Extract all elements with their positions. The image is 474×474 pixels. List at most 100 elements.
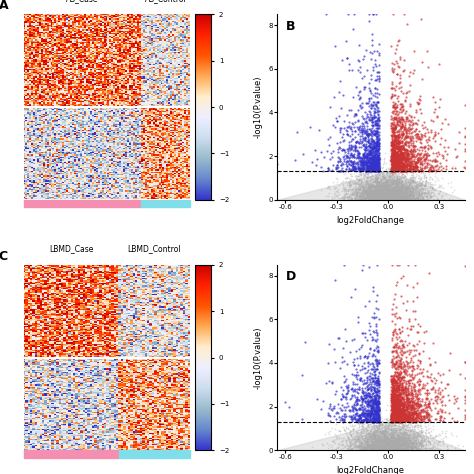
Point [360,192,367,200]
Point [354,146,361,154]
Point [391,404,398,411]
Point [364,145,372,153]
Point [367,181,375,189]
Point [355,195,362,203]
Point [358,432,365,439]
Point [369,196,376,203]
Point [363,192,370,200]
Point [415,193,422,201]
Point [354,187,362,195]
Point [396,195,403,203]
Point [363,393,370,401]
Point [392,416,400,423]
Point [397,191,404,198]
Point [346,438,354,446]
Point [393,177,401,185]
Point [382,185,390,192]
Point [374,444,382,451]
Point [377,435,385,442]
Point [392,439,400,447]
Point [394,194,401,201]
Point [380,191,388,199]
Point [374,138,381,146]
Point [356,102,364,110]
Point [400,425,407,432]
Point [431,99,439,106]
Point [399,372,407,380]
Point [413,194,421,202]
Point [423,192,431,200]
Point [428,436,436,443]
Point [412,400,419,407]
Point [386,174,393,182]
Point [363,391,370,399]
Point [395,401,403,409]
Point [393,435,401,442]
Point [401,189,408,197]
Point [400,192,408,200]
Point [392,161,399,169]
Point [410,128,418,135]
Point [395,443,403,450]
Point [407,429,414,437]
Point [378,438,385,445]
Point [365,192,373,200]
Point [409,409,417,417]
Point [373,164,381,172]
Point [399,438,407,446]
Point [351,164,358,171]
Point [389,181,396,188]
Point [372,191,380,199]
Point [374,188,382,195]
Point [399,188,406,196]
Point [366,147,374,155]
Point [401,166,408,173]
Point [360,151,368,159]
Point [396,179,404,187]
Point [372,445,379,453]
Point [387,421,394,428]
Point [334,404,342,411]
Point [405,411,413,419]
Point [396,441,404,449]
Point [391,432,398,439]
Point [364,182,372,190]
Point [365,443,373,451]
Point [377,191,385,199]
Point [389,441,396,449]
Point [361,435,369,442]
Point [409,446,417,453]
Point [367,159,375,167]
Point [401,193,409,201]
Point [368,418,375,425]
Point [410,441,418,449]
Point [391,434,398,442]
Point [341,190,348,198]
Point [403,415,411,422]
Point [401,189,408,196]
Point [380,186,388,194]
Point [336,427,344,435]
Point [339,130,346,137]
Point [417,167,425,175]
Point [368,178,375,186]
Point [402,415,410,423]
Point [359,185,367,193]
Point [391,409,399,416]
Point [390,167,398,175]
Point [394,159,401,167]
Point [382,426,389,433]
Point [425,191,433,198]
Point [393,190,401,197]
Point [410,196,418,203]
Point [379,164,386,172]
Point [351,169,358,176]
Point [429,339,437,346]
Point [394,165,401,173]
Point [408,402,416,410]
Point [394,146,402,153]
Point [381,439,389,447]
Point [394,446,401,453]
Point [408,137,415,144]
Point [384,445,392,452]
